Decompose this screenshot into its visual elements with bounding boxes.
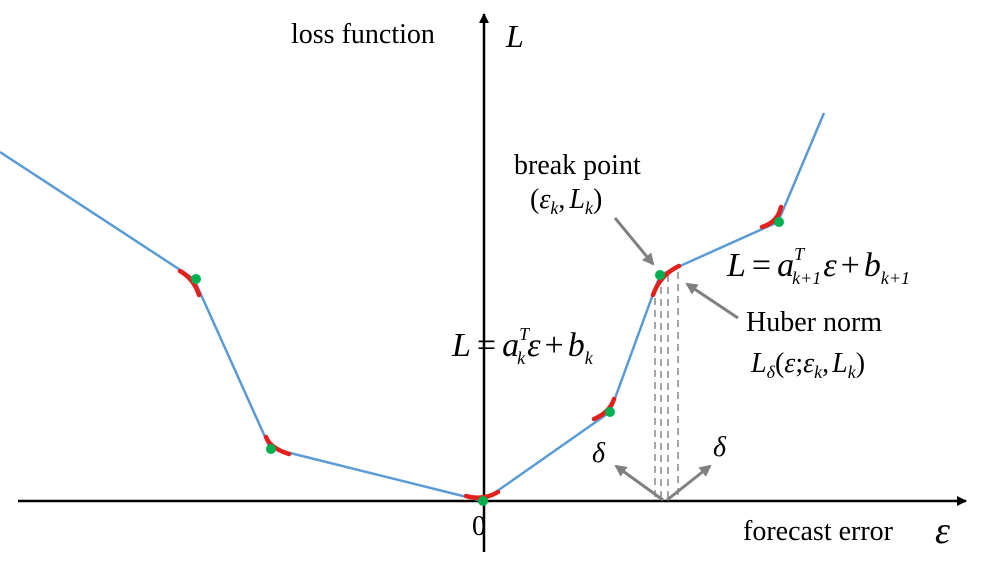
break-point-pointer-arrow [613, 217, 655, 266]
break-point-title: break point [514, 150, 641, 181]
break-point-marker [266, 444, 276, 454]
delta-left-arrow [614, 464, 664, 502]
dashed-guides [654, 272, 679, 500]
y-axis-symbol: L [505, 18, 524, 54]
huber-norm-pointer-arrow [685, 282, 739, 320]
break-point-marker [774, 217, 784, 227]
break-point-marker [191, 274, 201, 284]
x-axis-symbol: ε [935, 510, 950, 552]
break-point-marker [655, 270, 665, 280]
delta-right-arrow [666, 464, 712, 502]
break-points [191, 217, 784, 506]
huber-norm-formula: Lδ(ε;εk, Lk) [750, 348, 865, 382]
delta-label-right: δ [713, 432, 727, 463]
piecewise-linear-loss-curve [0, 112, 826, 503]
break-point-marker [605, 407, 615, 417]
y-axis-label: loss function [291, 19, 435, 50]
pointer-arrows [613, 217, 739, 502]
origin-label: 0 [472, 511, 486, 542]
break-point-coords: (εk, Lk) [530, 184, 602, 218]
delta-label-left: δ [592, 438, 606, 469]
segment-equation-k-plus-1: L = aT k+1ε + bk+1 [726, 244, 910, 288]
break-point-marker [478, 496, 488, 506]
x-axis-label: forecast error [743, 516, 894, 547]
segment-equation-k: L = aT kε + bk [451, 324, 594, 368]
huber-norm-title: Huber norm [746, 307, 882, 338]
